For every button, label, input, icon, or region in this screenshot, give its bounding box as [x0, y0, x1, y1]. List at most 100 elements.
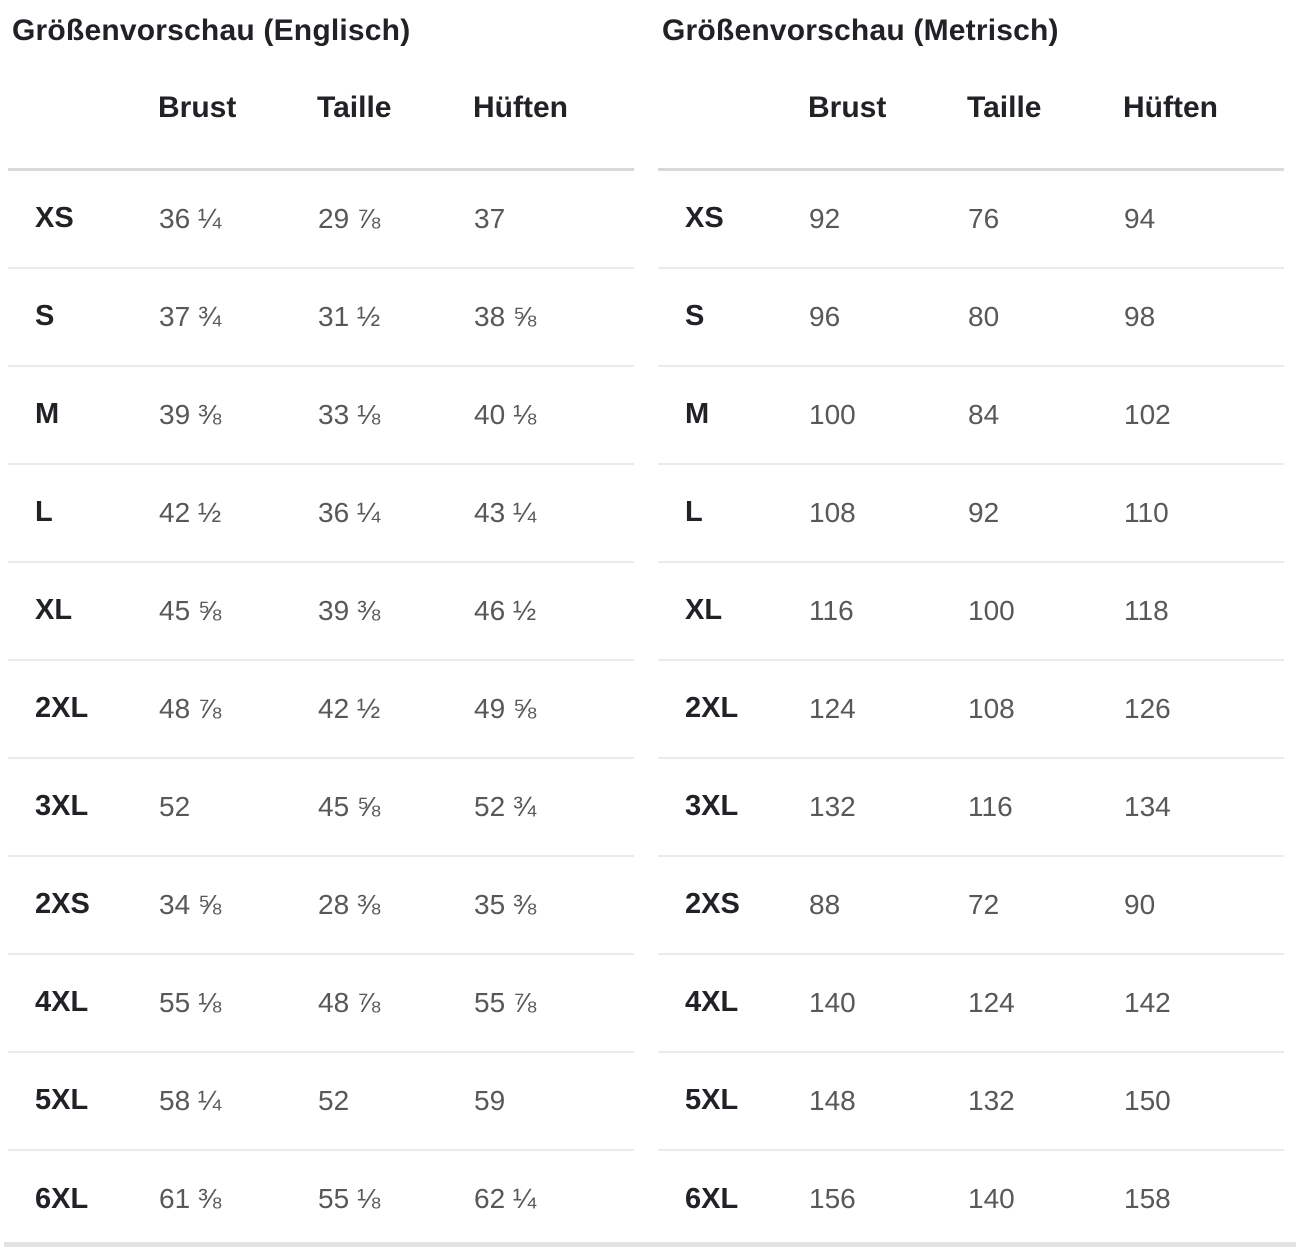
- size-label: 2XL: [35, 692, 89, 724]
- measurement-value: 94: [1124, 202, 1156, 234]
- measurement-value: 158: [1124, 1183, 1171, 1214]
- table-row: 2XL 48 ⅞ 42 ½ 49 ⅝: [8, 659, 634, 758]
- measurement-value: 31 ½: [318, 300, 381, 332]
- measurement-value: 102: [1124, 398, 1171, 430]
- measurement-value: 46 ½: [474, 594, 537, 626]
- measurement-value: 40 ⅛: [474, 398, 537, 430]
- measurement-value: 43 ¼: [474, 496, 537, 528]
- measurement-value: 150: [1124, 1084, 1171, 1116]
- size-label: 4XL: [685, 986, 739, 1018]
- size-label: 6XL: [685, 1182, 739, 1215]
- table-row: 6XL 156 140 158: [658, 1149, 1284, 1248]
- size-label: 2XL: [685, 692, 739, 724]
- table-title-metric: Größenvorschau (Metrisch): [662, 14, 1059, 47]
- measurement-value: 62 ¼: [474, 1183, 537, 1214]
- table-row: M 39 ⅜ 33 ⅛ 40 ⅛: [8, 365, 634, 464]
- table-row: 3XL 132 116 134: [658, 757, 1284, 856]
- measurement-value: 100: [968, 594, 1015, 626]
- size-label: L: [35, 496, 53, 528]
- measurement-value: 92: [809, 202, 841, 234]
- column-header-hips: Hüften: [473, 48, 634, 171]
- table-row: 5XL 58 ¼ 52 59: [8, 1051, 634, 1150]
- size-label: M: [35, 398, 60, 430]
- size-label: 4XL: [35, 986, 89, 1018]
- table-row: 4XL 55 ⅛ 48 ⅞ 55 ⅞: [8, 953, 634, 1052]
- bottom-divider: [4, 1242, 1296, 1247]
- measurement-value: 45 ⅝: [159, 594, 222, 626]
- measurement-value: 110: [1124, 496, 1169, 528]
- measurement-value: 42 ½: [318, 692, 381, 724]
- measurement-value: 36 ¼: [318, 496, 381, 528]
- table-row: M 100 84 102: [658, 365, 1284, 464]
- measurement-value: 126: [1124, 692, 1171, 724]
- size-table-metric: Größenvorschau (Metrisch) Brust Taille H…: [650, 0, 1300, 1248]
- measurement-value: 34 ⅝: [159, 888, 222, 920]
- measurement-value: 35 ⅜: [474, 888, 537, 920]
- measurement-value: 42 ½: [159, 496, 222, 528]
- measurement-value: 118: [1124, 594, 1169, 626]
- table-row: 6XL 61 ⅜ 55 ⅛ 62 ¼: [8, 1149, 634, 1248]
- measurement-value: 72: [968, 888, 1000, 920]
- measurement-value: 39 ⅜: [159, 398, 222, 430]
- measurement-value: 33 ⅛: [318, 398, 381, 430]
- measurement-value: 52: [159, 790, 191, 822]
- measurement-value: 45 ⅝: [318, 790, 381, 822]
- measurement-value: 108: [809, 496, 856, 528]
- size-label: 3XL: [685, 790, 739, 822]
- measurement-value: 55 ⅛: [318, 1183, 381, 1214]
- measurement-value: 132: [968, 1084, 1015, 1116]
- measurement-value: 116: [809, 594, 854, 626]
- measurement-value: 134: [1124, 790, 1171, 822]
- column-header-waist: Taille: [967, 48, 1123, 171]
- measurement-value: 90: [1124, 888, 1156, 920]
- measurement-value: 49 ⅝: [474, 692, 537, 724]
- column-header-waist: Taille: [317, 48, 473, 171]
- size-column-header-spacer: [658, 48, 808, 171]
- measurement-value: 37 ¾: [159, 300, 222, 332]
- size-label: 3XL: [35, 790, 89, 822]
- table-title-english: Größenvorschau (Englisch): [12, 14, 411, 47]
- size-label: XS: [685, 202, 724, 235]
- size-chart-english: Brust Taille Hüften XS 36 ¼ 29 ⅞ 37 S 37 ¾ 31 …: [8, 48, 634, 1248]
- table-row: XL 116 100 118: [658, 561, 1284, 660]
- measurement-value: 148: [809, 1084, 856, 1116]
- measurement-value: 29 ⅞: [318, 202, 381, 234]
- size-label: L: [685, 496, 703, 528]
- measurement-value: 142: [1124, 986, 1171, 1018]
- table-row: 2XS 34 ⅝ 28 ⅜ 35 ⅜: [8, 855, 634, 954]
- table-row: 3XL 52 45 ⅝ 52 ¾: [8, 757, 634, 856]
- measurement-value: 55 ⅛: [159, 986, 222, 1018]
- size-label: S: [35, 300, 55, 332]
- measurement-value: 59: [474, 1084, 506, 1116]
- table-row: 2XL 124 108 126: [658, 659, 1284, 758]
- header-row: Brust Taille Hüften: [658, 48, 1284, 171]
- table-row: S 96 80 98: [658, 267, 1284, 366]
- table-row: XL 45 ⅝ 39 ⅜ 46 ½: [8, 561, 634, 660]
- table-row: XS 92 76 94: [658, 170, 1284, 268]
- measurement-value: 58 ¼: [159, 1084, 222, 1116]
- size-column-header-spacer: [8, 48, 158, 171]
- size-label: 5XL: [35, 1084, 89, 1116]
- measurement-value: 132: [809, 790, 856, 822]
- measurement-value: 92: [968, 496, 1000, 528]
- measurement-value: 124: [968, 986, 1015, 1018]
- measurement-value: 52: [318, 1084, 350, 1116]
- size-label: 2XS: [685, 888, 740, 920]
- measurement-value: 55 ⅞: [474, 986, 537, 1018]
- measurement-value: 48 ⅞: [318, 986, 381, 1018]
- measurement-value: 39 ⅜: [318, 594, 381, 626]
- column-header-chest: Brust: [808, 48, 967, 171]
- measurement-value: 116: [968, 790, 1013, 822]
- table-row: XS 36 ¼ 29 ⅞ 37: [8, 170, 634, 268]
- table-row: L 108 92 110: [658, 463, 1284, 562]
- measurement-value: 84: [968, 398, 1000, 430]
- measurement-value: 140: [809, 986, 856, 1018]
- measurement-value: 88: [809, 888, 841, 920]
- measurement-value: 76: [968, 202, 1000, 234]
- measurement-value: 124: [809, 692, 856, 724]
- table-row: L 42 ½ 36 ¼ 43 ¼: [8, 463, 634, 562]
- size-label: XL: [35, 594, 73, 626]
- measurement-value: 80: [968, 300, 1000, 332]
- size-label: 5XL: [685, 1084, 739, 1116]
